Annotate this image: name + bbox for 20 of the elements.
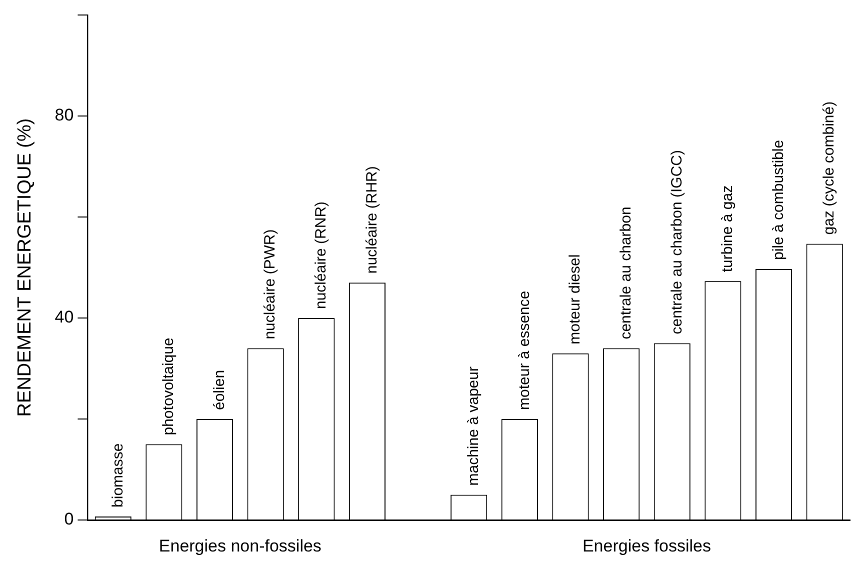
x-tick-label: gaz (cycle combiné) — [820, 101, 838, 235]
x-tick-label: machine à vapeur — [464, 366, 482, 486]
x-tick-label: éolien — [210, 370, 228, 410]
x-tick-label: turbine à gaz — [719, 185, 736, 272]
y-tick-label: 0 — [64, 510, 74, 529]
text: Energies fossiles — [582, 536, 711, 556]
x-tick-label: nucléaire (RHR) — [363, 166, 380, 274]
x-tick-label: moteur diesel — [566, 254, 584, 344]
y-axis-title: RENDEMENT ENERGETIQUE (%) — [14, 118, 36, 417]
x-tick-label: pile à combustible — [770, 140, 787, 260]
y-tick-label: 80 — [54, 106, 74, 125]
text: Energies non-fossiles — [158, 536, 322, 556]
x-tick-label: photovoltaique — [160, 338, 178, 436]
y-tick-label: 40 — [54, 308, 74, 327]
x-tick-label: moteur à essence — [516, 290, 533, 410]
x-tick-label: nucléaire (RNR) — [312, 201, 330, 309]
x-tick-label: nucléaire (PWR) — [262, 229, 279, 340]
x-tick-label: centrale au charbon (IGCC) — [668, 150, 686, 334]
x-tick-label: centrale au charbon — [617, 206, 634, 340]
x-tick-label: biomasse — [109, 443, 126, 508]
